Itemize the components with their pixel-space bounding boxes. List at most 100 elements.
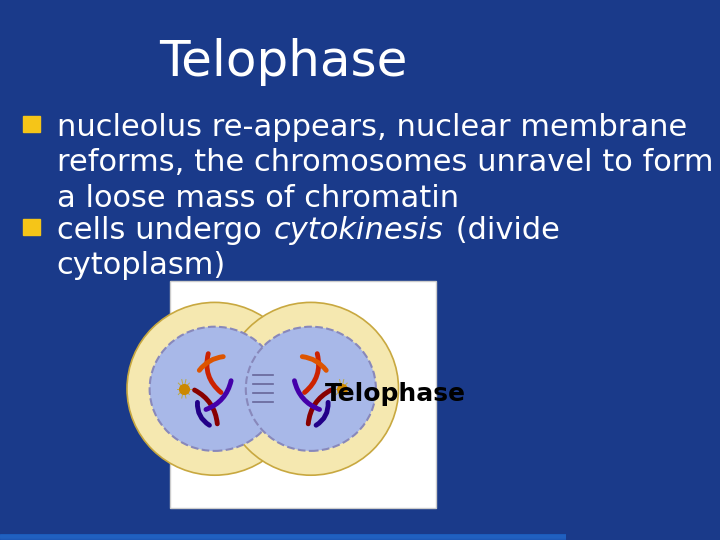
Bar xyxy=(0,536,566,539)
Bar xyxy=(0,537,566,539)
Bar xyxy=(0,535,566,537)
Bar xyxy=(0,536,566,539)
Bar xyxy=(0,535,566,537)
Bar xyxy=(0,535,566,538)
Bar xyxy=(0,536,566,539)
Bar xyxy=(0,537,566,539)
Bar xyxy=(0,536,566,538)
Bar xyxy=(0,537,566,539)
Bar xyxy=(0,536,566,539)
Bar xyxy=(0,535,566,537)
Bar xyxy=(0,537,566,540)
Bar xyxy=(0,535,566,537)
Bar xyxy=(0,535,566,538)
Bar xyxy=(0,536,566,538)
Bar xyxy=(0,535,566,538)
Bar xyxy=(0,536,566,538)
Bar xyxy=(0,535,566,538)
Bar xyxy=(0,537,566,539)
Bar xyxy=(0,535,566,537)
Bar xyxy=(0,536,566,538)
Text: nucleolus re-appears, nuclear membrane: nucleolus re-appears, nuclear membrane xyxy=(57,113,687,143)
Bar xyxy=(0,537,566,540)
Text: (divide: (divide xyxy=(446,216,560,245)
Bar xyxy=(0,537,566,539)
Bar xyxy=(0,536,566,539)
Bar xyxy=(0,536,566,538)
Bar xyxy=(0,535,566,538)
Bar xyxy=(0,536,566,539)
Bar xyxy=(0,537,566,539)
Bar xyxy=(0,536,566,539)
Bar xyxy=(0,535,566,538)
Text: a loose mass of chromatin: a loose mass of chromatin xyxy=(57,184,459,213)
Bar xyxy=(0,535,566,538)
Bar xyxy=(0,536,566,539)
Bar xyxy=(0,536,566,538)
Bar xyxy=(0,535,566,538)
Bar xyxy=(0,537,566,539)
Bar xyxy=(0,537,566,539)
Text: cells undergo: cells undergo xyxy=(57,216,271,245)
Bar xyxy=(0,537,566,539)
Bar xyxy=(0,536,566,539)
Bar xyxy=(0,536,566,538)
Bar xyxy=(0,535,566,537)
Bar xyxy=(0,535,566,537)
Bar xyxy=(0,537,566,539)
Bar xyxy=(0,536,566,538)
Bar xyxy=(0,536,566,539)
Bar xyxy=(0,537,566,540)
Bar xyxy=(170,281,436,508)
Bar xyxy=(0,535,566,538)
Bar xyxy=(0,535,566,538)
Bar xyxy=(0,536,566,538)
Bar xyxy=(0,535,566,538)
Bar xyxy=(0,536,566,539)
Bar xyxy=(0,535,566,537)
Bar xyxy=(0,536,566,539)
Bar xyxy=(0,535,566,537)
Bar xyxy=(0,535,566,537)
Bar xyxy=(0,535,566,537)
Bar xyxy=(0,535,566,538)
Bar xyxy=(0,535,566,538)
Bar xyxy=(0,535,566,538)
Bar xyxy=(0,535,566,538)
Bar xyxy=(0,535,566,537)
Bar xyxy=(0,536,566,538)
Bar xyxy=(0,536,566,538)
Bar xyxy=(0,536,566,538)
Bar xyxy=(0,535,566,538)
Bar xyxy=(0,537,566,539)
Bar xyxy=(0,536,566,538)
Bar xyxy=(22,116,40,132)
Bar xyxy=(0,535,566,538)
Bar xyxy=(0,535,566,538)
Bar xyxy=(0,535,566,537)
Bar xyxy=(0,536,566,539)
Text: cytoplasm): cytoplasm) xyxy=(57,251,226,280)
Bar xyxy=(0,536,566,538)
Bar xyxy=(0,537,566,539)
Bar xyxy=(0,537,566,540)
Bar xyxy=(0,535,566,538)
Bar xyxy=(0,536,566,538)
Bar xyxy=(0,535,566,538)
Bar xyxy=(0,536,566,539)
Bar xyxy=(0,535,566,538)
Bar xyxy=(0,536,566,538)
Bar xyxy=(0,537,566,539)
Bar xyxy=(0,535,566,538)
Bar xyxy=(0,537,566,539)
Ellipse shape xyxy=(150,327,280,451)
Bar xyxy=(0,537,566,539)
Bar xyxy=(0,537,566,539)
Bar xyxy=(0,536,566,539)
Bar xyxy=(0,536,566,539)
Bar xyxy=(0,536,566,538)
Bar xyxy=(0,536,566,538)
Bar xyxy=(0,536,566,538)
Bar xyxy=(0,535,566,538)
Ellipse shape xyxy=(223,302,399,475)
